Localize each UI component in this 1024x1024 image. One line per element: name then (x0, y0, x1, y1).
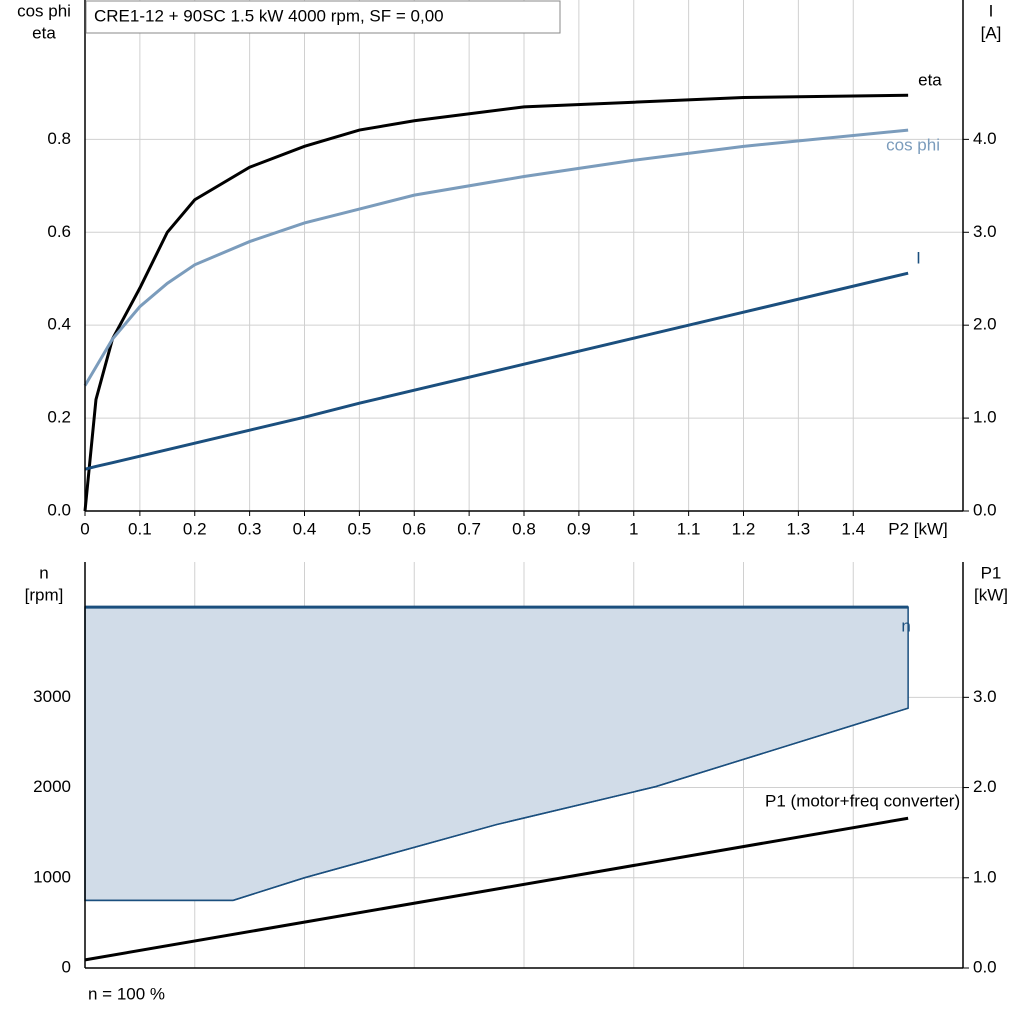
y-axis-label: eta (32, 23, 56, 42)
y2-tick-label: 3.0 (973, 222, 997, 241)
x-tick-label: 0.1 (128, 519, 152, 538)
y-tick-label: 0.2 (47, 408, 71, 427)
y2-axis-label: [kW] (974, 585, 1008, 604)
y-tick-label: 0.0 (47, 500, 71, 519)
x-tick-label: 1.1 (677, 519, 701, 538)
y2-tick-label: 3.0 (973, 687, 997, 706)
y-tick-label: 0.4 (47, 315, 71, 334)
series-label: n (901, 617, 910, 636)
y-tick-label: 0 (62, 957, 71, 976)
x-tick-label: 0.7 (457, 519, 481, 538)
range-lower-line (85, 707, 909, 902)
x-tick-label: 0 (80, 519, 89, 538)
x-tick-label: 0.6 (402, 519, 426, 538)
series-label: P1 (motor+freq converter) (765, 792, 960, 811)
y2-axis-label: [A] (981, 23, 1002, 42)
y-tick-label: 0.6 (47, 222, 71, 241)
y-tick-label: 0.8 (47, 129, 71, 148)
y2-tick-label: 1.0 (973, 867, 997, 886)
chart-title: CRE1-12 + 90SC 1.5 kW 4000 rpm, SF = 0,0… (94, 6, 444, 25)
y-tick-label: 3000 (33, 687, 71, 706)
x-tick-label: 1.3 (787, 519, 811, 538)
x-tick-label: 0.3 (238, 519, 262, 538)
series-label: cos phi (886, 136, 940, 155)
series-line (84, 816, 909, 962)
x-tick-label: 0.4 (293, 519, 317, 538)
series-line (83, 93, 909, 512)
y-axis-label: n (39, 563, 48, 582)
x-tick-label: 1.4 (841, 519, 865, 538)
title-box (85, 0, 561, 34)
series-label: eta (918, 71, 942, 90)
y-axis-label: cos phi (17, 1, 71, 20)
x-tick-label: 1.2 (732, 519, 756, 538)
series-line (84, 271, 909, 471)
x-tick-label: 0.2 (183, 519, 207, 538)
y2-axis-label: I (989, 1, 994, 20)
x-tick-label: 0.9 (567, 519, 591, 538)
footer-note: n = 100 % (88, 984, 165, 1003)
plots: 0 0.1 0.2 0.3 0.4 0.5 0.6 0.7 0.8 0.9 1 1.1 1.2 1.3 1.… (17, 0, 1008, 976)
x-tick-label: 1 (629, 519, 638, 538)
y-tick-label: 2000 (33, 777, 71, 796)
series-line (83, 128, 909, 387)
x-axis-label: P2 [kW] (888, 519, 948, 538)
y2-tick-label: 2.0 (973, 777, 997, 796)
x-tick-label: 0.5 (348, 519, 372, 538)
y-axis-label: [rpm] (25, 585, 64, 604)
y2-tick-label: 0.0 (973, 957, 997, 976)
y2-tick-label: 0.0 (973, 500, 997, 519)
y-tick-label: 1000 (33, 867, 71, 886)
y2-axis-label: P1 (981, 563, 1002, 582)
y2-tick-label: 2.0 (973, 315, 997, 334)
x-tick-label: 0.8 (512, 519, 536, 538)
y2-tick-label: 1.0 (973, 408, 997, 427)
series-label: I (916, 249, 921, 268)
y2-tick-label: 4.0 (973, 129, 997, 148)
